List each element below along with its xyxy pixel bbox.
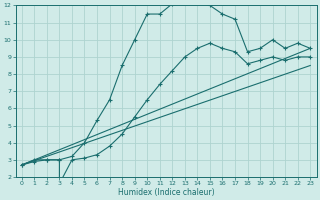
X-axis label: Humidex (Indice chaleur): Humidex (Indice chaleur): [118, 188, 214, 197]
